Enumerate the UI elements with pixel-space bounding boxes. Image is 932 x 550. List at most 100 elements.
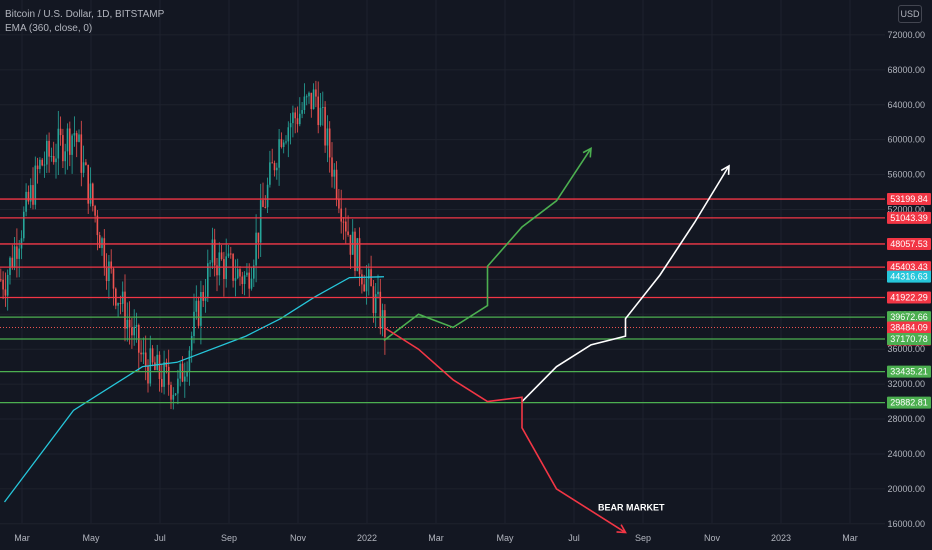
candle-body: [34, 165, 37, 205]
x-tick-label: Nov: [290, 533, 307, 543]
y-tick-label: 24000.00: [887, 449, 925, 459]
candle-body: [124, 291, 126, 329]
x-tick-label: Nov: [704, 533, 721, 543]
candle-body: [140, 352, 142, 355]
currency-button[interactable]: USD: [898, 5, 922, 23]
candle-body: [126, 319, 129, 329]
candle-body: [374, 294, 377, 314]
candle-body: [92, 183, 94, 207]
candle-body: [144, 352, 147, 367]
candle-body: [105, 267, 108, 282]
candle-body: [64, 151, 66, 162]
candle-body: [227, 253, 230, 257]
candle-body: [338, 198, 340, 209]
bear-market-label: BEAR MARKET: [598, 503, 665, 513]
candle-body: [303, 96, 306, 111]
x-tick-label: 2022: [357, 533, 377, 543]
candle-body: [342, 221, 345, 223]
candle-body: [326, 128, 329, 146]
candle-body: [216, 265, 218, 276]
candle-body: [259, 200, 262, 243]
price-tag-label: 41922.29: [890, 293, 928, 303]
candle-body: [230, 253, 232, 255]
y-tick-label: 56000.00: [887, 170, 925, 180]
candle-body: [89, 183, 92, 204]
price-tag-bg: [887, 193, 931, 206]
candle-body: [351, 231, 354, 255]
chart-legend: Bitcoin / U.S. Dollar, 1D, BITSTAMP EMA …: [5, 8, 164, 36]
candle-body: [292, 112, 294, 124]
candle-body: [211, 239, 214, 263]
candle-body: [57, 128, 60, 159]
candle-body: [184, 376, 186, 382]
y-tick-label: 36000.00: [887, 344, 925, 354]
candle-body: [172, 394, 175, 400]
candle-body: [257, 232, 260, 243]
candle-body: [108, 261, 110, 282]
candle-body: [78, 134, 80, 142]
candle-body: [285, 141, 287, 143]
candle-body: [280, 139, 283, 147]
candle-body: [85, 162, 87, 165]
candle-body: [361, 274, 363, 285]
candle-body: [368, 269, 370, 279]
candle-body: [322, 106, 324, 108]
candle-body: [66, 128, 69, 152]
candle-body: [243, 275, 246, 285]
candle-body: [112, 268, 115, 289]
candle-body: [165, 362, 168, 367]
y-tick-label: 28000.00: [887, 414, 925, 424]
y-tick-label: 52000.00: [887, 205, 925, 215]
candle-body: [73, 133, 76, 136]
candle-body: [174, 393, 177, 395]
candle-body: [317, 96, 319, 126]
y-tick-label: 60000.00: [887, 135, 925, 145]
candle-body: [273, 162, 276, 171]
candle-body: [278, 139, 280, 168]
candle-body: [276, 167, 278, 171]
candle-body: [16, 246, 18, 259]
candle-body: [207, 263, 209, 297]
price-tag-bg: [887, 291, 931, 304]
candle-body: [62, 135, 64, 162]
candle-body: [4, 289, 7, 296]
candle-body: [147, 366, 149, 384]
candle-body: [241, 276, 244, 285]
candle-body: [305, 96, 308, 98]
x-tick-label: Mar: [428, 533, 444, 543]
candle-body: [0, 279, 2, 281]
candle-body: [96, 215, 99, 236]
price-tag-label: 37170.78: [890, 334, 928, 344]
candle-body: [80, 134, 83, 173]
candle-body: [379, 291, 382, 329]
price-tag-bg: [887, 211, 931, 224]
price-tag-bg: [887, 396, 931, 409]
candle-body: [264, 206, 267, 208]
candle-body: [110, 261, 112, 269]
candle-body: [9, 257, 11, 275]
ema-indicator-label[interactable]: EMA (360, close, 0): [5, 23, 93, 34]
candle-body: [133, 326, 135, 336]
candle-body: [119, 303, 122, 305]
candle-body: [204, 296, 207, 301]
candle-body: [29, 185, 32, 202]
candle-body: [128, 319, 131, 328]
candle-body: [161, 378, 163, 387]
candle-body: [312, 89, 315, 110]
candle-body: [13, 246, 16, 267]
y-tick-label: 16000.00: [887, 519, 925, 529]
candle-body: [98, 235, 101, 249]
price-tag-bg: [887, 365, 931, 378]
candle-body: [131, 327, 133, 336]
candle-body: [11, 257, 14, 267]
candle-body: [36, 165, 39, 170]
symbol-title[interactable]: Bitcoin / U.S. Dollar, 1D, BITSTAMP: [5, 9, 165, 20]
candle-body: [200, 292, 202, 326]
ema-line: [3, 276, 385, 503]
candle-body: [154, 362, 156, 371]
candle-body: [289, 123, 292, 128]
candle-body: [41, 159, 43, 166]
candle-body: [287, 127, 290, 142]
x-tick-label: Jul: [154, 533, 166, 543]
